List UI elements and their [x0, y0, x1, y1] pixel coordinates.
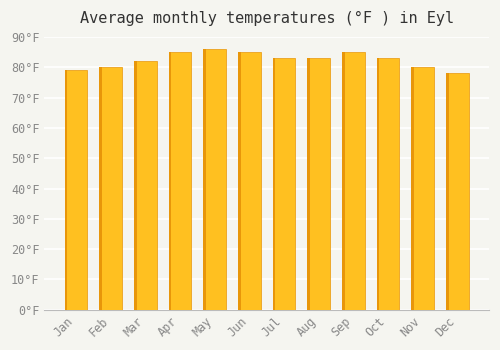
Bar	[100, 67, 102, 310]
Title: Average monthly temperatures (°F ) in Eyl: Average monthly temperatures (°F ) in Ey…	[80, 11, 454, 26]
Bar	[272, 58, 295, 310]
Bar	[64, 70, 87, 310]
Bar	[377, 58, 400, 310]
Bar	[238, 52, 241, 310]
Bar	[168, 52, 172, 310]
Bar	[204, 49, 206, 310]
Bar	[308, 58, 330, 310]
Bar	[134, 61, 136, 310]
Bar	[377, 58, 380, 310]
Bar	[412, 67, 434, 310]
Bar	[446, 74, 468, 310]
Bar	[168, 52, 192, 310]
Bar	[272, 58, 276, 310]
Bar	[64, 70, 68, 310]
Bar	[412, 67, 414, 310]
Bar	[308, 58, 310, 310]
Bar	[446, 74, 449, 310]
Bar	[238, 52, 260, 310]
Bar	[204, 49, 226, 310]
Bar	[100, 67, 122, 310]
Bar	[342, 52, 345, 310]
Bar	[342, 52, 364, 310]
Bar	[134, 61, 156, 310]
